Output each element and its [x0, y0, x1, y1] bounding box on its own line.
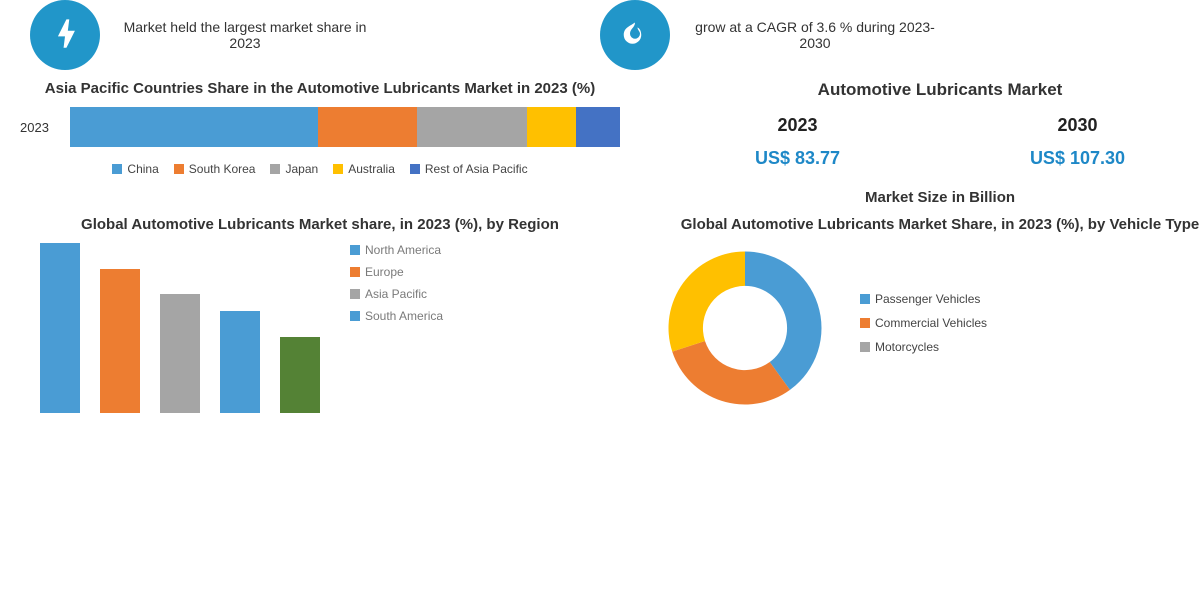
callout-left-text: Market held the largest market share in …: [115, 19, 375, 51]
vehicle-donut: [660, 243, 830, 413]
legend-swatch: [174, 164, 184, 174]
legend-swatch: [350, 245, 360, 255]
legend-swatch: [270, 164, 280, 174]
market-size-panel: Automotive Lubricants Market 2023 US$ 83…: [660, 80, 1200, 206]
region-chart-title: Global Automotive Lubricants Market shar…: [20, 216, 620, 233]
flame-icon: [600, 0, 670, 70]
legend-item: Passenger Vehicles: [860, 292, 987, 306]
market-size-val1: US$ 83.77: [755, 148, 840, 169]
legend-swatch: [112, 164, 122, 174]
legend-swatch: [860, 318, 870, 328]
legend-label: South America: [365, 309, 443, 323]
legend-item: Rest of Asia Pacific: [410, 162, 528, 176]
apac-share-chart: Asia Pacific Countries Share in the Auto…: [20, 80, 620, 206]
region-legend: North America Europe Asia Pacific South Ame…: [350, 243, 443, 413]
legend-item: Asia Pacific: [350, 287, 443, 301]
apac-bar-segment: [417, 107, 527, 147]
market-size-year2: 2030: [1030, 115, 1125, 136]
callout-right-text: grow at a CAGR of 3.6 % during 2023-2030: [685, 19, 945, 51]
legend-label: China: [127, 162, 158, 176]
apac-bar-segment: [527, 107, 577, 147]
callout-right: grow at a CAGR of 3.6 % during 2023-2030: [600, 0, 1170, 70]
top-callouts: Market held the largest market share in …: [0, 0, 1200, 70]
legend-item: China: [112, 162, 158, 176]
legend-item: Japan: [270, 162, 318, 176]
legend-item: Europe: [350, 265, 443, 279]
apac-stacked-bar: [70, 107, 620, 147]
legend-swatch: [350, 289, 360, 299]
legend-item: South Korea: [174, 162, 256, 176]
legend-label: North America: [365, 243, 441, 257]
region-bars: [20, 243, 320, 413]
legend-item: Motorcycles: [860, 340, 987, 354]
market-size-col-2023: 2023 US$ 83.77: [755, 115, 840, 169]
vehicle-type-chart: Global Automotive Lubricants Market Shar…: [660, 216, 1200, 413]
donut-slice: [672, 341, 790, 404]
legend-label: Motorcycles: [875, 340, 939, 354]
legend-label: Australia: [348, 162, 395, 176]
apac-chart-title: Asia Pacific Countries Share in the Auto…: [20, 80, 620, 97]
vehicle-chart-title: Global Automotive Lubricants Market Shar…: [660, 216, 1200, 233]
legend-swatch: [350, 311, 360, 321]
legend-swatch: [333, 164, 343, 174]
legend-swatch: [410, 164, 420, 174]
legend-label: Asia Pacific: [365, 287, 427, 301]
legend-label: Japan: [285, 162, 318, 176]
region-bar: [40, 243, 80, 413]
apac-bar-segment: [318, 107, 417, 147]
market-size-val2: US$ 107.30: [1030, 148, 1125, 169]
region-bar: [280, 337, 320, 414]
market-size-subtitle: Market Size in Billion: [660, 189, 1200, 206]
legend-item: South America: [350, 309, 443, 323]
region-bar: [100, 269, 140, 414]
legend-item: North America: [350, 243, 443, 257]
apac-bar-segment: [576, 107, 620, 147]
market-size-title: Automotive Lubricants Market: [660, 80, 1200, 100]
bolt-icon: [30, 0, 100, 70]
legend-item: Commercial Vehicles: [860, 316, 987, 330]
apac-year-label: 2023: [20, 120, 60, 135]
legend-item: Australia: [333, 162, 395, 176]
legend-label: South Korea: [189, 162, 256, 176]
region-bar: [220, 311, 260, 413]
apac-legend: China South Korea Japan Australia Rest of As…: [20, 162, 620, 176]
legend-swatch: [860, 294, 870, 304]
donut-slice: [669, 252, 746, 352]
legend-swatch: [860, 342, 870, 352]
callout-left: Market held the largest market share in …: [30, 0, 600, 70]
region-share-chart: Global Automotive Lubricants Market shar…: [20, 216, 620, 413]
market-size-year1: 2023: [755, 115, 840, 136]
legend-label: Passenger Vehicles: [875, 292, 980, 306]
market-size-col-2030: 2030 US$ 107.30: [1030, 115, 1125, 169]
vehicle-legend: Passenger Vehicles Commercial Vehicles Mot…: [860, 292, 987, 364]
legend-label: Rest of Asia Pacific: [425, 162, 528, 176]
legend-swatch: [350, 267, 360, 277]
legend-label: Commercial Vehicles: [875, 316, 987, 330]
region-bar: [160, 294, 200, 413]
legend-label: Europe: [365, 265, 404, 279]
apac-bar-segment: [70, 107, 318, 147]
